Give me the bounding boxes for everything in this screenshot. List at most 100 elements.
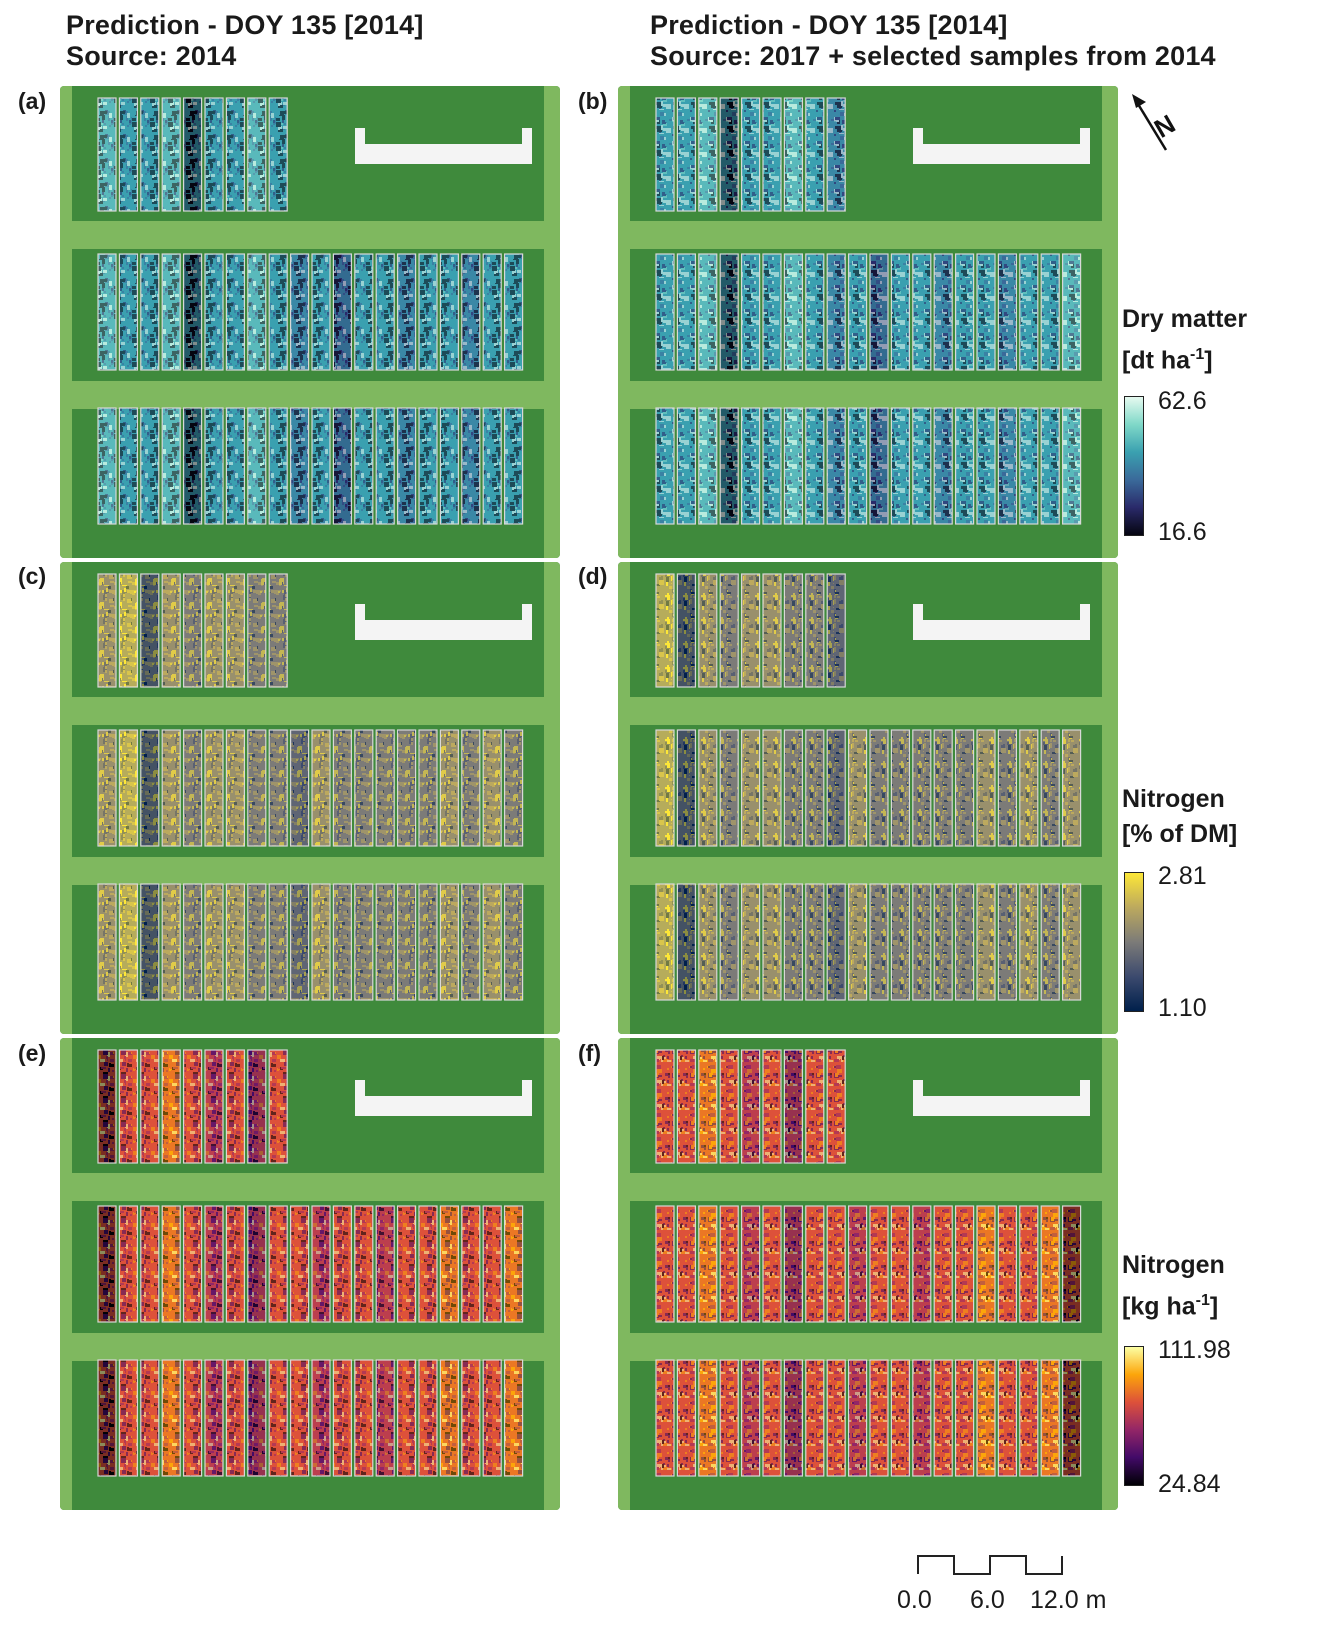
plot bbox=[805, 1205, 825, 1323]
plot bbox=[826, 1359, 846, 1477]
plot bbox=[504, 1359, 524, 1477]
plot bbox=[912, 729, 932, 847]
plot bbox=[247, 253, 267, 371]
plot bbox=[439, 407, 459, 525]
map-panel-f bbox=[618, 1038, 1118, 1510]
plot bbox=[140, 1049, 160, 1164]
panel-label-b: (b) bbox=[578, 88, 608, 114]
plot bbox=[418, 1359, 438, 1477]
plot bbox=[290, 407, 310, 525]
plot bbox=[740, 97, 761, 212]
plot bbox=[161, 1359, 181, 1477]
plot bbox=[225, 1049, 245, 1164]
map-panel-c bbox=[60, 562, 560, 1034]
plot bbox=[204, 883, 224, 1001]
plot bbox=[1040, 1359, 1060, 1477]
plot bbox=[783, 1359, 803, 1477]
plot bbox=[698, 253, 718, 371]
plot bbox=[311, 1205, 331, 1323]
plot bbox=[805, 1359, 825, 1477]
plot bbox=[204, 1359, 224, 1477]
plot bbox=[762, 1049, 782, 1164]
plot bbox=[247, 883, 267, 1001]
plot bbox=[869, 883, 889, 1001]
plot bbox=[783, 573, 803, 688]
legend-nitrogen-kg-title-line2: [kg ha-1] bbox=[1122, 1292, 1219, 1321]
legend-nitrogen-pct-title-line1: Nitrogen bbox=[1122, 785, 1225, 813]
plot bbox=[997, 407, 1017, 525]
plot bbox=[826, 97, 846, 212]
legend-nitrogen-pct-colorbar bbox=[1124, 872, 1144, 1012]
plot bbox=[1040, 729, 1060, 847]
plot bbox=[504, 407, 524, 525]
plot bbox=[976, 1359, 996, 1477]
plot bbox=[933, 1205, 953, 1323]
plot bbox=[332, 729, 352, 847]
plot bbox=[719, 253, 739, 371]
plot bbox=[719, 407, 739, 525]
plot bbox=[225, 883, 245, 1001]
plot bbox=[140, 253, 160, 371]
plot bbox=[140, 573, 160, 688]
plot bbox=[933, 1359, 953, 1477]
plot bbox=[397, 729, 417, 847]
plot bbox=[504, 883, 524, 1001]
plot bbox=[97, 883, 117, 1001]
plot bbox=[182, 1359, 203, 1477]
plot bbox=[1062, 407, 1082, 525]
plot bbox=[762, 253, 782, 371]
plot bbox=[182, 883, 203, 1001]
plot bbox=[461, 729, 481, 847]
plot bbox=[268, 1049, 288, 1164]
plot bbox=[698, 1359, 718, 1477]
plot bbox=[311, 1359, 331, 1477]
plot bbox=[783, 1049, 803, 1164]
plot bbox=[869, 1359, 889, 1477]
plot bbox=[783, 883, 803, 1001]
legend-nitrogen-pct-min: 1.10 bbox=[1158, 994, 1207, 1022]
plot bbox=[461, 1359, 481, 1477]
plot bbox=[97, 407, 117, 525]
plot bbox=[504, 253, 524, 371]
plot bbox=[848, 1205, 868, 1323]
plot bbox=[97, 573, 117, 688]
plot bbox=[655, 729, 675, 847]
scale-label-12: 12.0 m bbox=[1030, 1586, 1107, 1614]
plot bbox=[332, 407, 352, 525]
plot bbox=[1040, 253, 1060, 371]
title-right-line2: Source: 2017 + selected samples from 201… bbox=[650, 41, 1216, 71]
legend-nitrogen-kg-title-line1: Nitrogen bbox=[1122, 1251, 1225, 1279]
plot bbox=[268, 573, 288, 688]
plot bbox=[869, 1205, 889, 1323]
plot bbox=[890, 729, 910, 847]
plot bbox=[997, 1205, 1017, 1323]
plot bbox=[890, 1205, 910, 1323]
plot bbox=[655, 573, 675, 688]
plot bbox=[869, 253, 889, 371]
plot bbox=[311, 729, 331, 847]
plot bbox=[1019, 253, 1039, 371]
plot bbox=[482, 1205, 502, 1323]
plot bbox=[955, 1205, 975, 1323]
plot bbox=[268, 253, 288, 371]
plot bbox=[762, 407, 782, 525]
plot bbox=[482, 729, 502, 847]
title-left: Prediction - DOY 135 [2014] Source: 2014 bbox=[66, 10, 424, 72]
plot bbox=[826, 573, 846, 688]
plot bbox=[1019, 883, 1039, 1001]
plot bbox=[826, 407, 846, 525]
plot bbox=[439, 1205, 459, 1323]
plot bbox=[332, 1205, 352, 1323]
legend-dry-matter-title: Dry matter [dt ha-1] bbox=[1122, 302, 1247, 378]
plot bbox=[698, 97, 718, 212]
legend-dry-matter-min: 16.6 bbox=[1158, 518, 1207, 546]
plot bbox=[719, 1359, 739, 1477]
panel-label-c: (c) bbox=[18, 563, 47, 589]
plot bbox=[439, 253, 459, 371]
plot bbox=[290, 1359, 310, 1477]
plot bbox=[1019, 1359, 1039, 1477]
plot bbox=[204, 407, 224, 525]
plot bbox=[375, 1205, 395, 1323]
scale-bar bbox=[917, 1555, 1063, 1575]
plot bbox=[740, 573, 761, 688]
